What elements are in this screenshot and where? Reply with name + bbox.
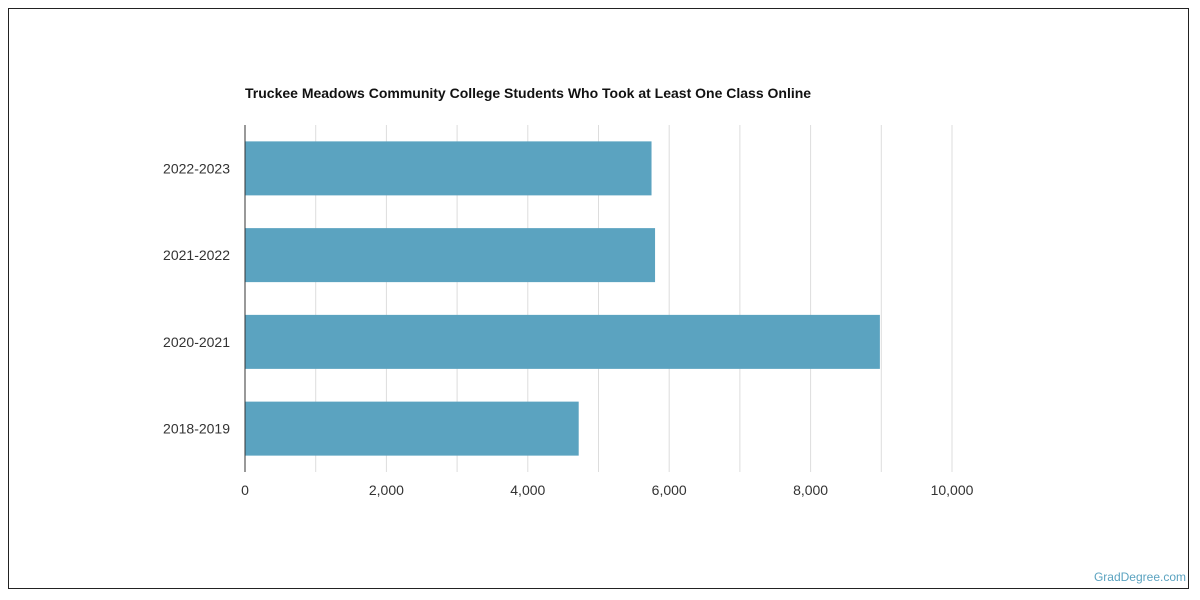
bar-2022-2023[interactable] [245,141,652,196]
x-tick-label: 10,000 [931,482,974,498]
x-tick-label: 0 [241,482,249,498]
y-tick-label: 2018-2019 [163,421,230,437]
bar-2018-2019[interactable] [245,401,579,456]
x-tick-label: 6,000 [652,482,687,498]
bar-2020-2021[interactable] [245,314,880,369]
bar-2021-2022[interactable] [245,228,656,283]
chart-title: Truckee Meadows Community College Studen… [245,85,812,101]
x-tick-label: 2,000 [369,482,404,498]
y-tick-label: 2022-2023 [163,160,230,176]
x-tick-label: 4,000 [510,482,545,498]
y-tick-label: 2020-2021 [163,334,230,350]
y-tick-label: 2021-2022 [163,247,230,263]
x-tick-label: 8,000 [793,482,828,498]
source-link[interactable]: GradDegree.com [1093,570,1186,584]
